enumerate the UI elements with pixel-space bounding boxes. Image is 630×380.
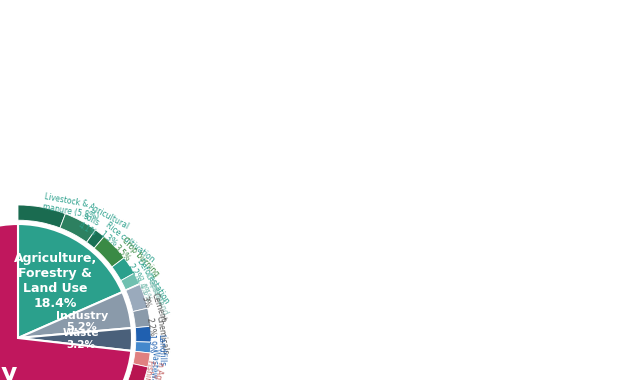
Text: Deforestation
2.2%: Deforestation 2.2% [126,257,171,311]
Wedge shape [135,342,151,353]
Wedge shape [0,224,131,380]
Text: Chemicals
2.2%: Chemicals 2.2% [145,315,170,357]
Wedge shape [135,326,151,342]
Text: Cement
3%: Cement 3% [140,291,168,326]
Wedge shape [18,292,132,338]
Wedge shape [87,230,104,248]
Text: Grassland
0.1%: Grassland 0.1% [136,278,169,321]
Text: Livestock &
manure (5.8%): Livestock & manure (5.8%) [42,192,101,221]
Wedge shape [125,283,140,291]
Text: Rice cultivation
1.3%: Rice cultivation 1.3% [98,221,156,273]
Wedge shape [18,205,66,228]
Text: Agricultural
soils
4.1%: Agricultural soils 4.1% [77,203,130,250]
Wedge shape [112,258,134,280]
Text: Agriculture,
Forestry &
Land Use
18.4%: Agriculture, Forestry & Land Use 18.4% [14,252,97,310]
Text: n Agriculture
Fishing (1.7%): n Agriculture Fishing (1.7%) [137,359,164,380]
Wedge shape [126,284,147,312]
Wedge shape [121,273,139,290]
Text: Landfills
1.9%: Landfills 1.9% [146,334,166,367]
Wedge shape [107,364,148,380]
Wedge shape [18,328,132,351]
Text: Industry
5.2%: Industry 5.2% [56,311,108,332]
Wedge shape [18,224,122,338]
Wedge shape [133,351,150,367]
Text: Cropland
1.4%: Cropland 1.4% [134,271,166,311]
Text: Wastewater (1.3%): Wastewater (1.3%) [146,348,160,380]
Text: Waste
3.2%: Waste 3.2% [62,328,99,350]
Text: Energy: Energy [0,362,18,380]
Wedge shape [94,237,124,267]
Wedge shape [60,214,96,242]
Wedge shape [133,308,151,328]
Text: Crop burning
3.5%: Crop burning 3.5% [112,236,161,285]
